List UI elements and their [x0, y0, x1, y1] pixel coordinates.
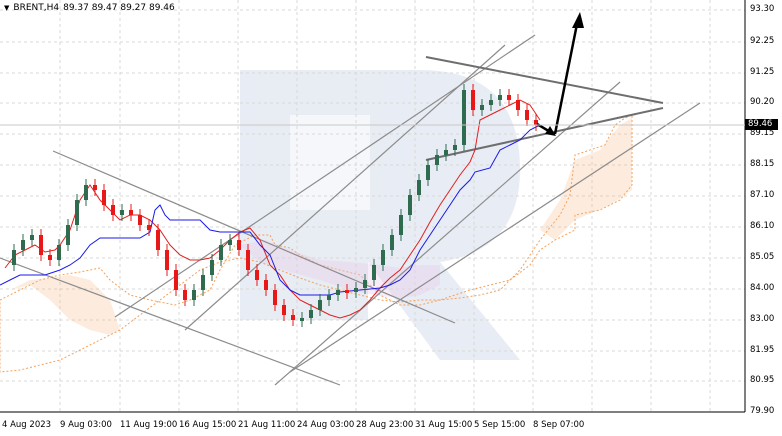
time-tick-label: 31 Aug 15:00	[415, 420, 473, 430]
price-tick-label: 89.15	[750, 128, 775, 138]
current-price-tag: 89.46	[745, 119, 778, 130]
price-tick-label: 81.95	[750, 345, 775, 355]
price-tick-label: 87.10	[750, 190, 775, 200]
price-tick-label: 84.00	[750, 283, 775, 293]
candlesticks	[12, 84, 538, 327]
price-tick-label: 79.90	[750, 406, 775, 416]
kijun-sen-line	[0, 124, 541, 296]
collapse-icon[interactable]: ▼	[4, 4, 10, 12]
time-tick-label: 21 Aug 11:00	[238, 420, 296, 430]
time-tick-label: 11 Aug 19:00	[120, 420, 178, 430]
price-tick-label: 92.25	[750, 36, 775, 46]
time-tick-label: 24 Aug 03:00	[297, 420, 355, 430]
grid	[0, 0, 745, 412]
price-tick-label: 93.30	[750, 4, 775, 14]
time-tick-label: 4 Aug 2023	[2, 420, 52, 430]
price-tick-label: 88.15	[750, 159, 775, 169]
price-tick-label: 91.25	[750, 67, 775, 77]
tenkan-sen-line	[4, 99, 541, 319]
price-tick-label: 90.20	[750, 97, 775, 107]
time-tick-label: 28 Aug 23:00	[356, 420, 414, 430]
time-tick-label: 9 Aug 03:00	[60, 420, 112, 430]
price-tick-label: 85.05	[750, 252, 775, 262]
price-tick-label: 86.10	[750, 221, 775, 231]
time-tick-label: 8 Sep 07:00	[533, 420, 585, 430]
time-tick-label: 16 Aug 15:00	[179, 420, 237, 430]
watermark-logo	[240, 70, 520, 360]
ohlc-values: 89.37 89.47 89.27 89.46	[63, 3, 175, 13]
price-tick-label: 83.00	[750, 314, 775, 324]
forecast-arrow	[536, 12, 584, 136]
triangle-lines	[425, 56, 664, 161]
price-tick-label: 80.95	[750, 375, 775, 385]
symbol-label: BRENT,H4	[13, 3, 60, 13]
chart-header: ▼ BRENT,H4 89.37 89.47 89.27 89.46	[4, 3, 175, 13]
time-tick-label: 5 Sep 15:00	[474, 420, 526, 430]
